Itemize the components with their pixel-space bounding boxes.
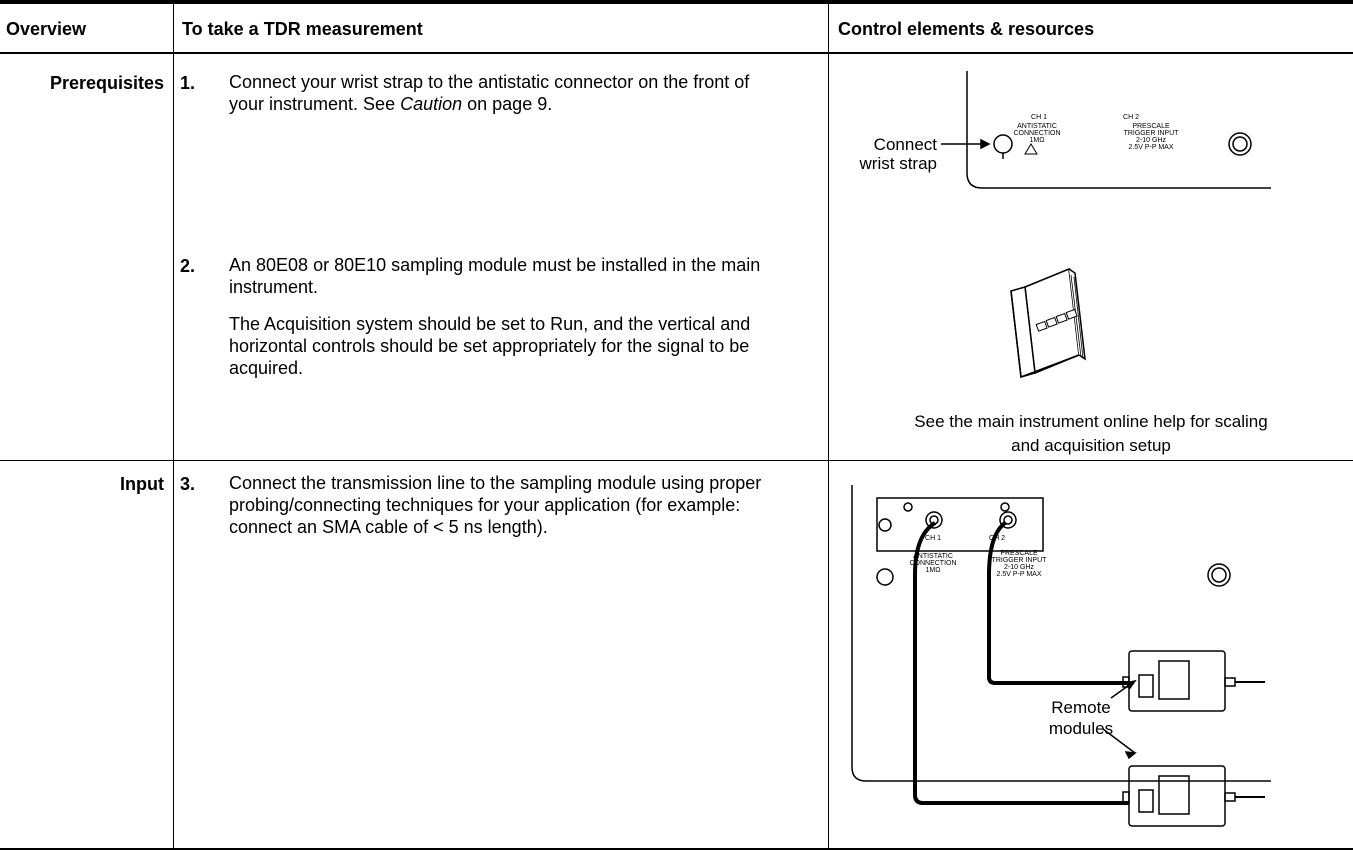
drawing-path [913,521,1129,805]
panel-label: CONNECTION [1013,130,1060,137]
drawing-circle [1207,563,1231,587]
callout: wrist strap [859,154,937,173]
panel-label: CH 1 [1031,114,1047,121]
emphasis: Caution [400,94,463,114]
drawing-circle [1232,136,1248,152]
panel-label: PRESCALE [1000,550,1038,557]
drawing-rect [1158,660,1190,700]
panel-label: TRIGGER INPUT [992,557,1048,564]
drawing-rect [1138,674,1154,698]
drawing-path [1124,679,1137,760]
panel-label: 2-10 GHz [1004,564,1034,571]
drawing-rect [1065,308,1078,320]
drawing-rect [1138,789,1154,813]
column-header: Overview [6,19,87,39]
panel-label: CH 2 [989,535,1005,542]
drawing-circle [999,511,1017,529]
callout: Remote [1051,698,1111,717]
step-text: Connect the transmission line to the sam… [229,473,762,537]
step-text: The Acquisition system should be set to … [229,314,751,378]
text: on page 9. [462,94,553,114]
drawing-circle [876,568,894,586]
panel-label: ANTISTATIC [1017,123,1057,130]
panel-label: CH 2 [1123,114,1139,121]
drawing-circle [925,511,943,529]
top-rule [0,0,1353,4]
header-rule [0,52,1353,54]
panel-label: CH 1 [925,535,941,542]
drawing-circle [993,134,1013,154]
column-header: To take a TDR measurement [182,19,423,39]
drawing-path [851,485,1271,782]
row-label: Input [120,474,164,494]
drawing-rect [1128,650,1226,712]
panel-label: 2.5V P-P MAX [1128,144,1173,151]
drawing-path [1024,143,1038,155]
step-number: 1. [180,73,196,93]
column-rule [173,4,174,848]
drawing-circle [1000,502,1010,512]
drawing-circle [878,518,892,532]
drawing-circle [1228,132,1252,156]
drawing-line [1102,728,1136,754]
drawing-path [1010,290,1080,379]
wrist-strap-figure [941,71,1271,189]
drawing-path [987,521,1129,685]
text: Connect your wrist strap to the antistat… [229,72,750,114]
drawing-rect [876,497,1044,552]
callout: modules [1049,719,1113,738]
drawing-circle [1003,515,1013,525]
drawing-circle [903,502,913,512]
drawing-rect [1224,677,1236,687]
panel-label: ANTISTATIC [913,553,953,560]
column-rule [828,4,829,848]
step-text: An 80E08 or 80E10 sampling module must b… [229,255,761,297]
row-rule [0,460,1353,461]
drawing-rect [1035,320,1048,332]
panel-label: 2-10 GHz [1136,137,1166,144]
step-number: 2. [180,256,196,276]
panel-label: PRESCALE [1132,123,1170,130]
caption: and acquisition setup [1011,436,1171,455]
panel-label: 1MΩ [1030,137,1045,144]
step-number: 3. [180,474,196,494]
row-label: Prerequisites [49,73,164,93]
callout: Connect [874,135,938,154]
drawing-rect [1045,316,1058,328]
bottom-rule [0,848,1353,850]
drawing-rect [1224,792,1236,802]
remote-modules-figure [851,485,1271,827]
drawing-rect [1055,312,1068,324]
drawing-rect [1122,791,1130,803]
panel-label: CONNECTION [909,560,956,567]
panel-label: 2.5V P-P MAX [996,571,1041,578]
illustrations: CH 1 ANTISTATIC CONNECTION 1MΩ CH 2 PRES… [851,71,1271,827]
drawing-path [980,138,991,150]
step-text: Connect your wrist strap to the antistat… [229,71,789,115]
manual-icon [1010,267,1086,379]
drawing-path [966,71,1271,189]
column-header: Control elements & resources [838,19,1095,39]
drawing-rect [1128,765,1226,827]
drawing-rect [1158,775,1190,815]
panel-label: 1MΩ [926,567,941,574]
panel-label: TRIGGER INPUT [1124,130,1180,137]
caption: See the main instrument online help for … [914,412,1267,431]
drawing-circle [1211,567,1227,583]
